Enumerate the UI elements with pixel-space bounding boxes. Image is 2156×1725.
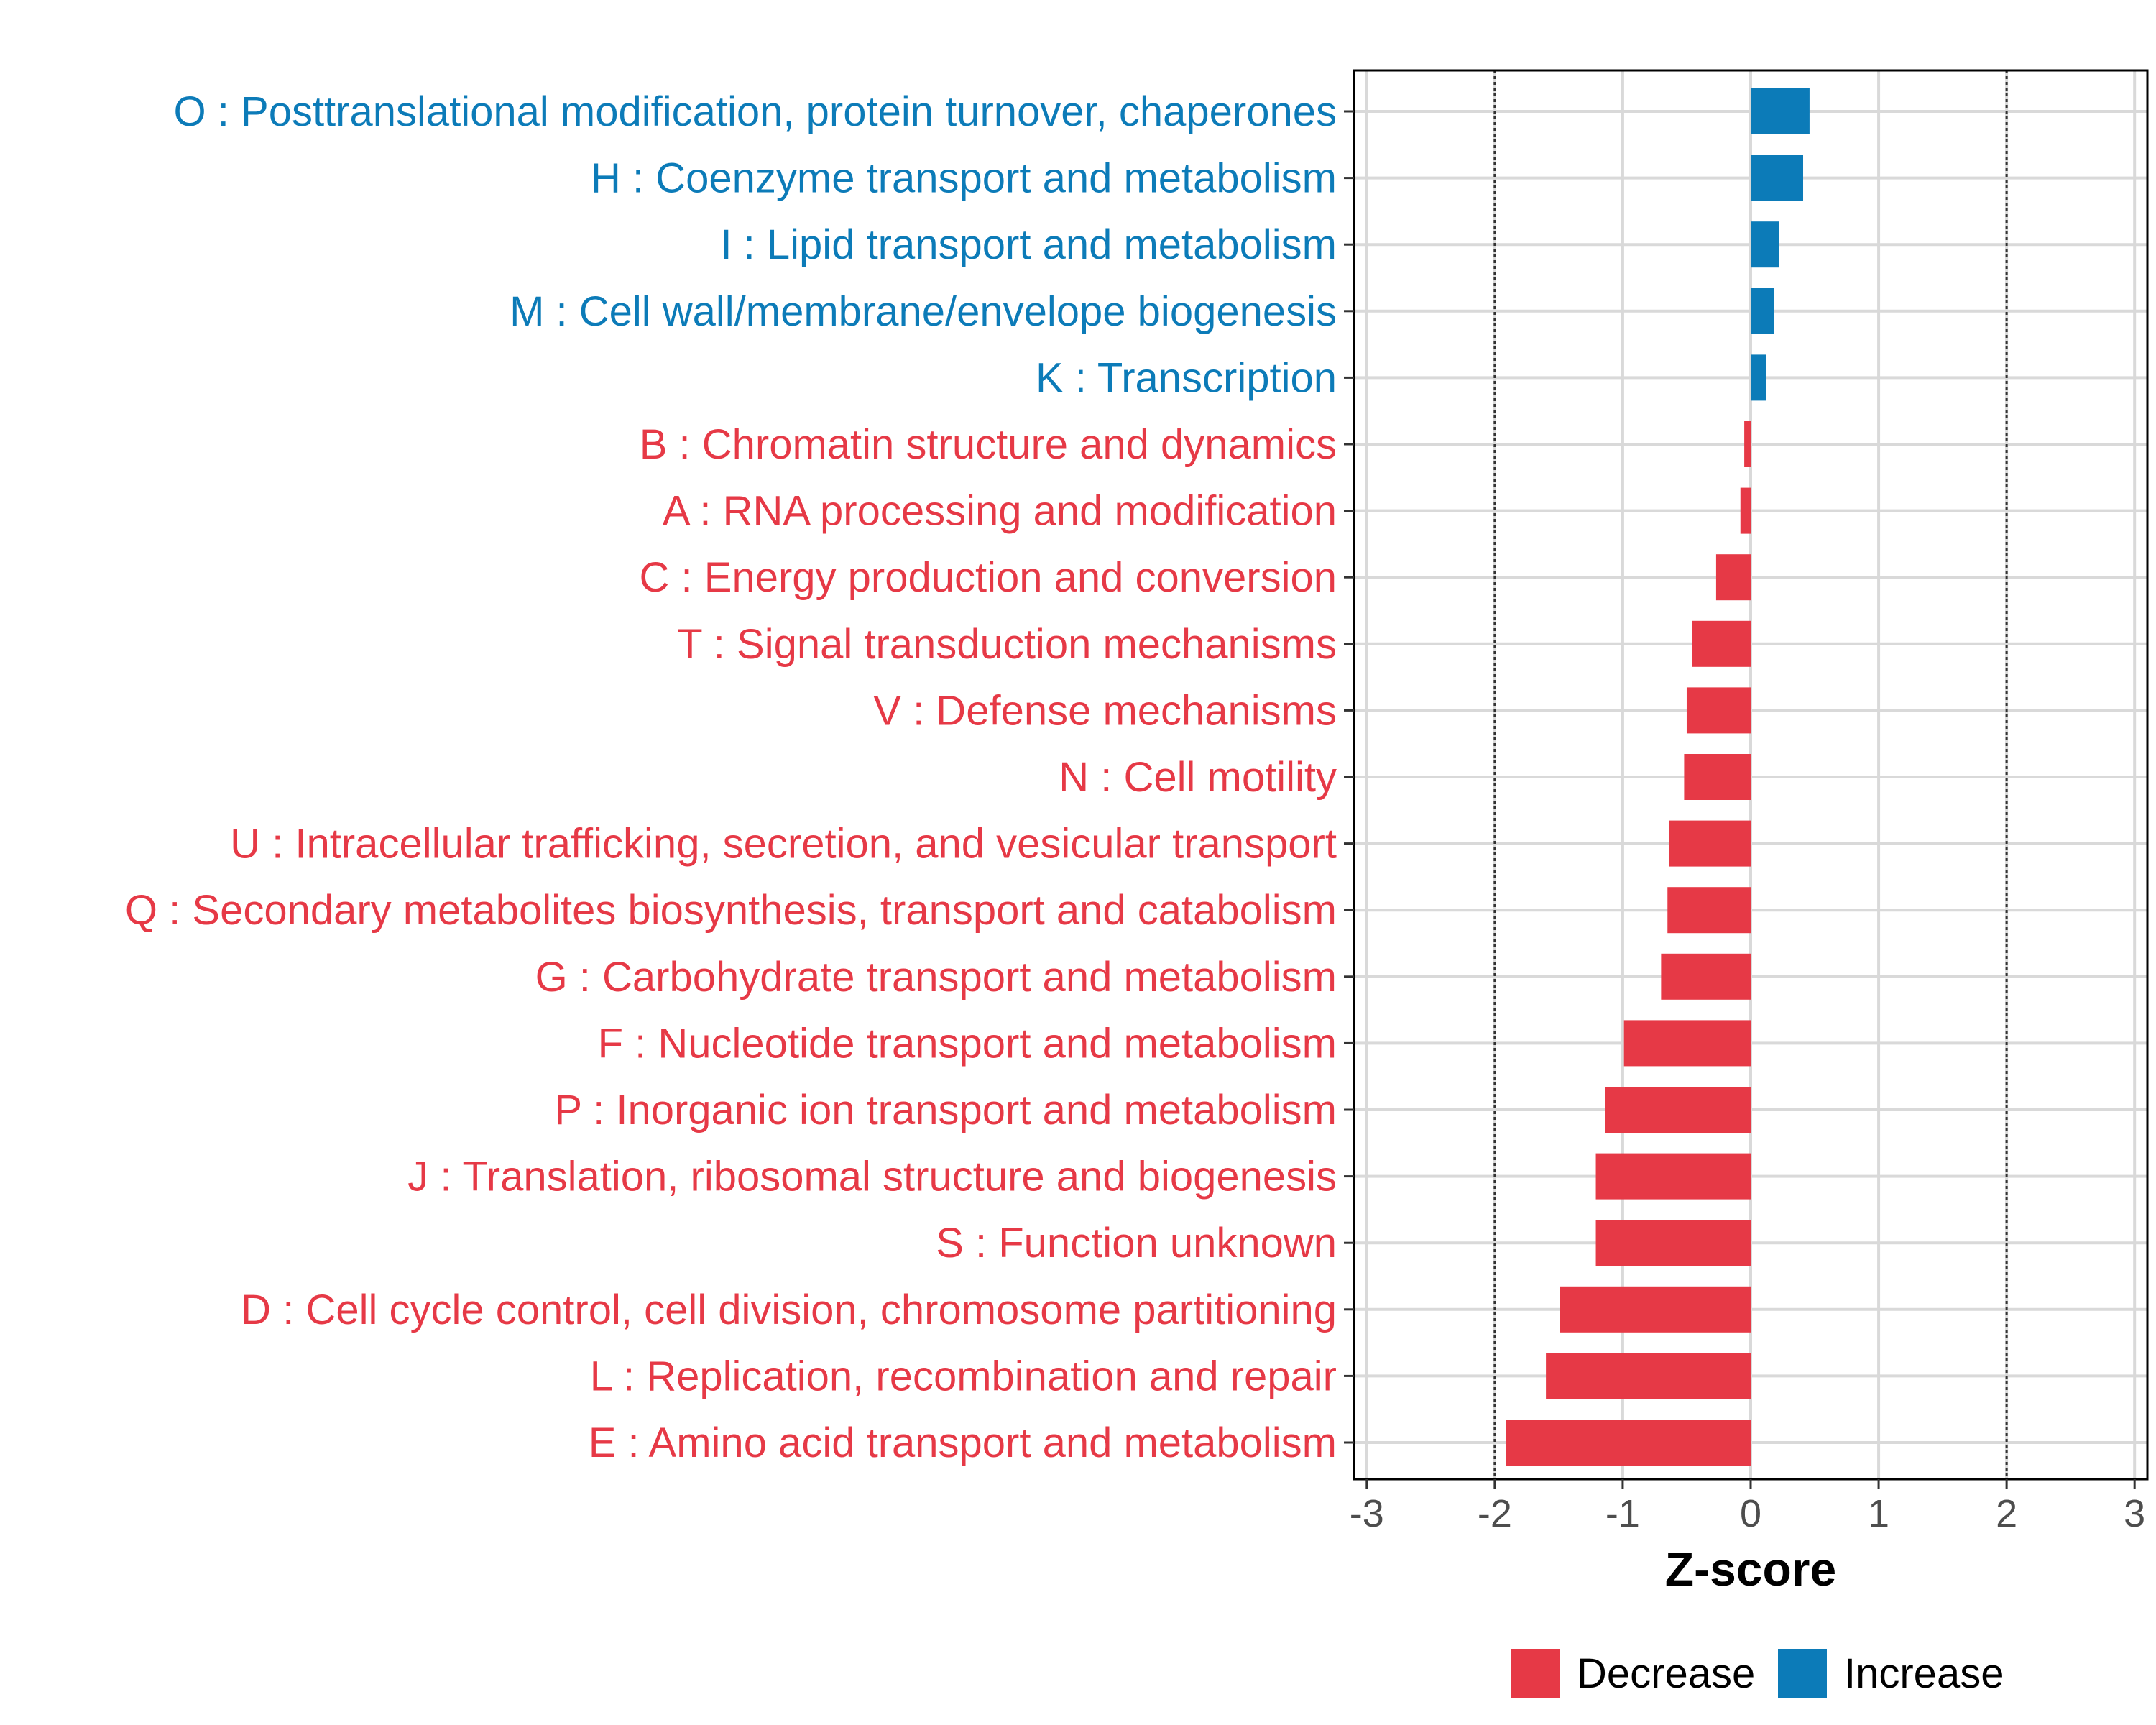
x-tick-label: 1 xyxy=(1868,1492,1889,1535)
category-label: V : Defense mechanisms xyxy=(873,687,1337,734)
legend: Decrease Increase xyxy=(1511,1649,2004,1698)
bar-decrease xyxy=(1744,421,1751,467)
bar-decrease xyxy=(1560,1286,1751,1333)
bars xyxy=(1506,88,1810,1466)
category-label: U : Intracellular trafficking, secretion… xyxy=(230,821,1337,868)
category-labels: O : Posttranslational modification, prot… xyxy=(125,88,1337,1466)
bar-decrease xyxy=(1605,1087,1751,1133)
category-label: J : Translation, ribosomal structure and… xyxy=(407,1154,1337,1200)
category-label: Q : Secondary metabolites biosynthesis, … xyxy=(125,887,1337,934)
category-label: P : Inorganic ion transport and metaboli… xyxy=(554,1087,1337,1133)
category-label: A : RNA processing and modification xyxy=(663,488,1337,535)
legend-label-decrease: Decrease xyxy=(1577,1650,1755,1697)
category-label: S : Function unknown xyxy=(936,1220,1337,1266)
x-tick-label: -2 xyxy=(1478,1492,1512,1535)
bar-decrease xyxy=(1715,554,1751,601)
legend-swatch-decrease xyxy=(1511,1649,1560,1698)
category-label: C : Energy production and conversion xyxy=(640,554,1337,601)
category-label: O : Posttranslational modification, prot… xyxy=(174,88,1337,135)
bar-increase xyxy=(1751,288,1774,334)
bar-decrease xyxy=(1667,887,1751,934)
legend-label-increase: Increase xyxy=(1844,1650,2004,1697)
category-label: G : Carbohydrate transport and metabolis… xyxy=(535,954,1337,1000)
bar-decrease xyxy=(1686,687,1751,734)
x-tick-label: 2 xyxy=(1996,1492,2017,1535)
bar-decrease xyxy=(1740,487,1751,534)
category-label: B : Chromatin structure and dynamics xyxy=(640,421,1337,468)
category-label: F : Nucleotide transport and metabolism xyxy=(598,1020,1337,1067)
legend-swatch-increase xyxy=(1778,1649,1827,1698)
x-tick-label: 0 xyxy=(1740,1492,1761,1535)
bar-decrease xyxy=(1546,1353,1751,1399)
category-label: E : Amino acid transport and metabolism xyxy=(589,1420,1337,1466)
bar-decrease xyxy=(1661,953,1751,1000)
bar-decrease xyxy=(1684,754,1751,800)
bar-decrease xyxy=(1506,1420,1751,1466)
bar-increase xyxy=(1751,354,1766,401)
bar-decrease xyxy=(1595,1220,1751,1266)
bar-decrease xyxy=(1623,1020,1751,1067)
category-label: T : Signal transduction mechanisms xyxy=(677,621,1337,668)
bar-decrease xyxy=(1595,1153,1751,1200)
category-label: H : Coenzyme transport and metabolism xyxy=(591,155,1337,202)
reference-lines xyxy=(1493,70,2008,1479)
bar-increase xyxy=(1751,88,1810,134)
x-axis-title: Z-score xyxy=(1665,1542,1836,1596)
category-label: K : Transcription xyxy=(1036,354,1337,401)
x-tick-label: -1 xyxy=(1606,1492,1640,1535)
category-label: L : Replication, recombination and repai… xyxy=(590,1353,1337,1399)
bar-decrease xyxy=(1669,820,1751,867)
x-tick-label: 3 xyxy=(2124,1492,2145,1535)
category-label: M : Cell wall/membrane/envelope biogenes… xyxy=(510,288,1337,335)
x-tick-label: -3 xyxy=(1350,1492,1384,1535)
y-axis-ticks xyxy=(1344,110,1354,1444)
bar-decrease xyxy=(1692,620,1751,667)
category-label: N : Cell motility xyxy=(1059,754,1337,801)
bar-increase xyxy=(1751,221,1779,268)
bar-increase xyxy=(1751,155,1804,201)
x-axis-ticks: -3 -2 -1 0 1 2 3 xyxy=(1350,1479,2145,1535)
category-label: I : Lipid transport and metabolism xyxy=(720,221,1337,268)
category-label: D : Cell cycle control, cell division, c… xyxy=(241,1287,1337,1333)
